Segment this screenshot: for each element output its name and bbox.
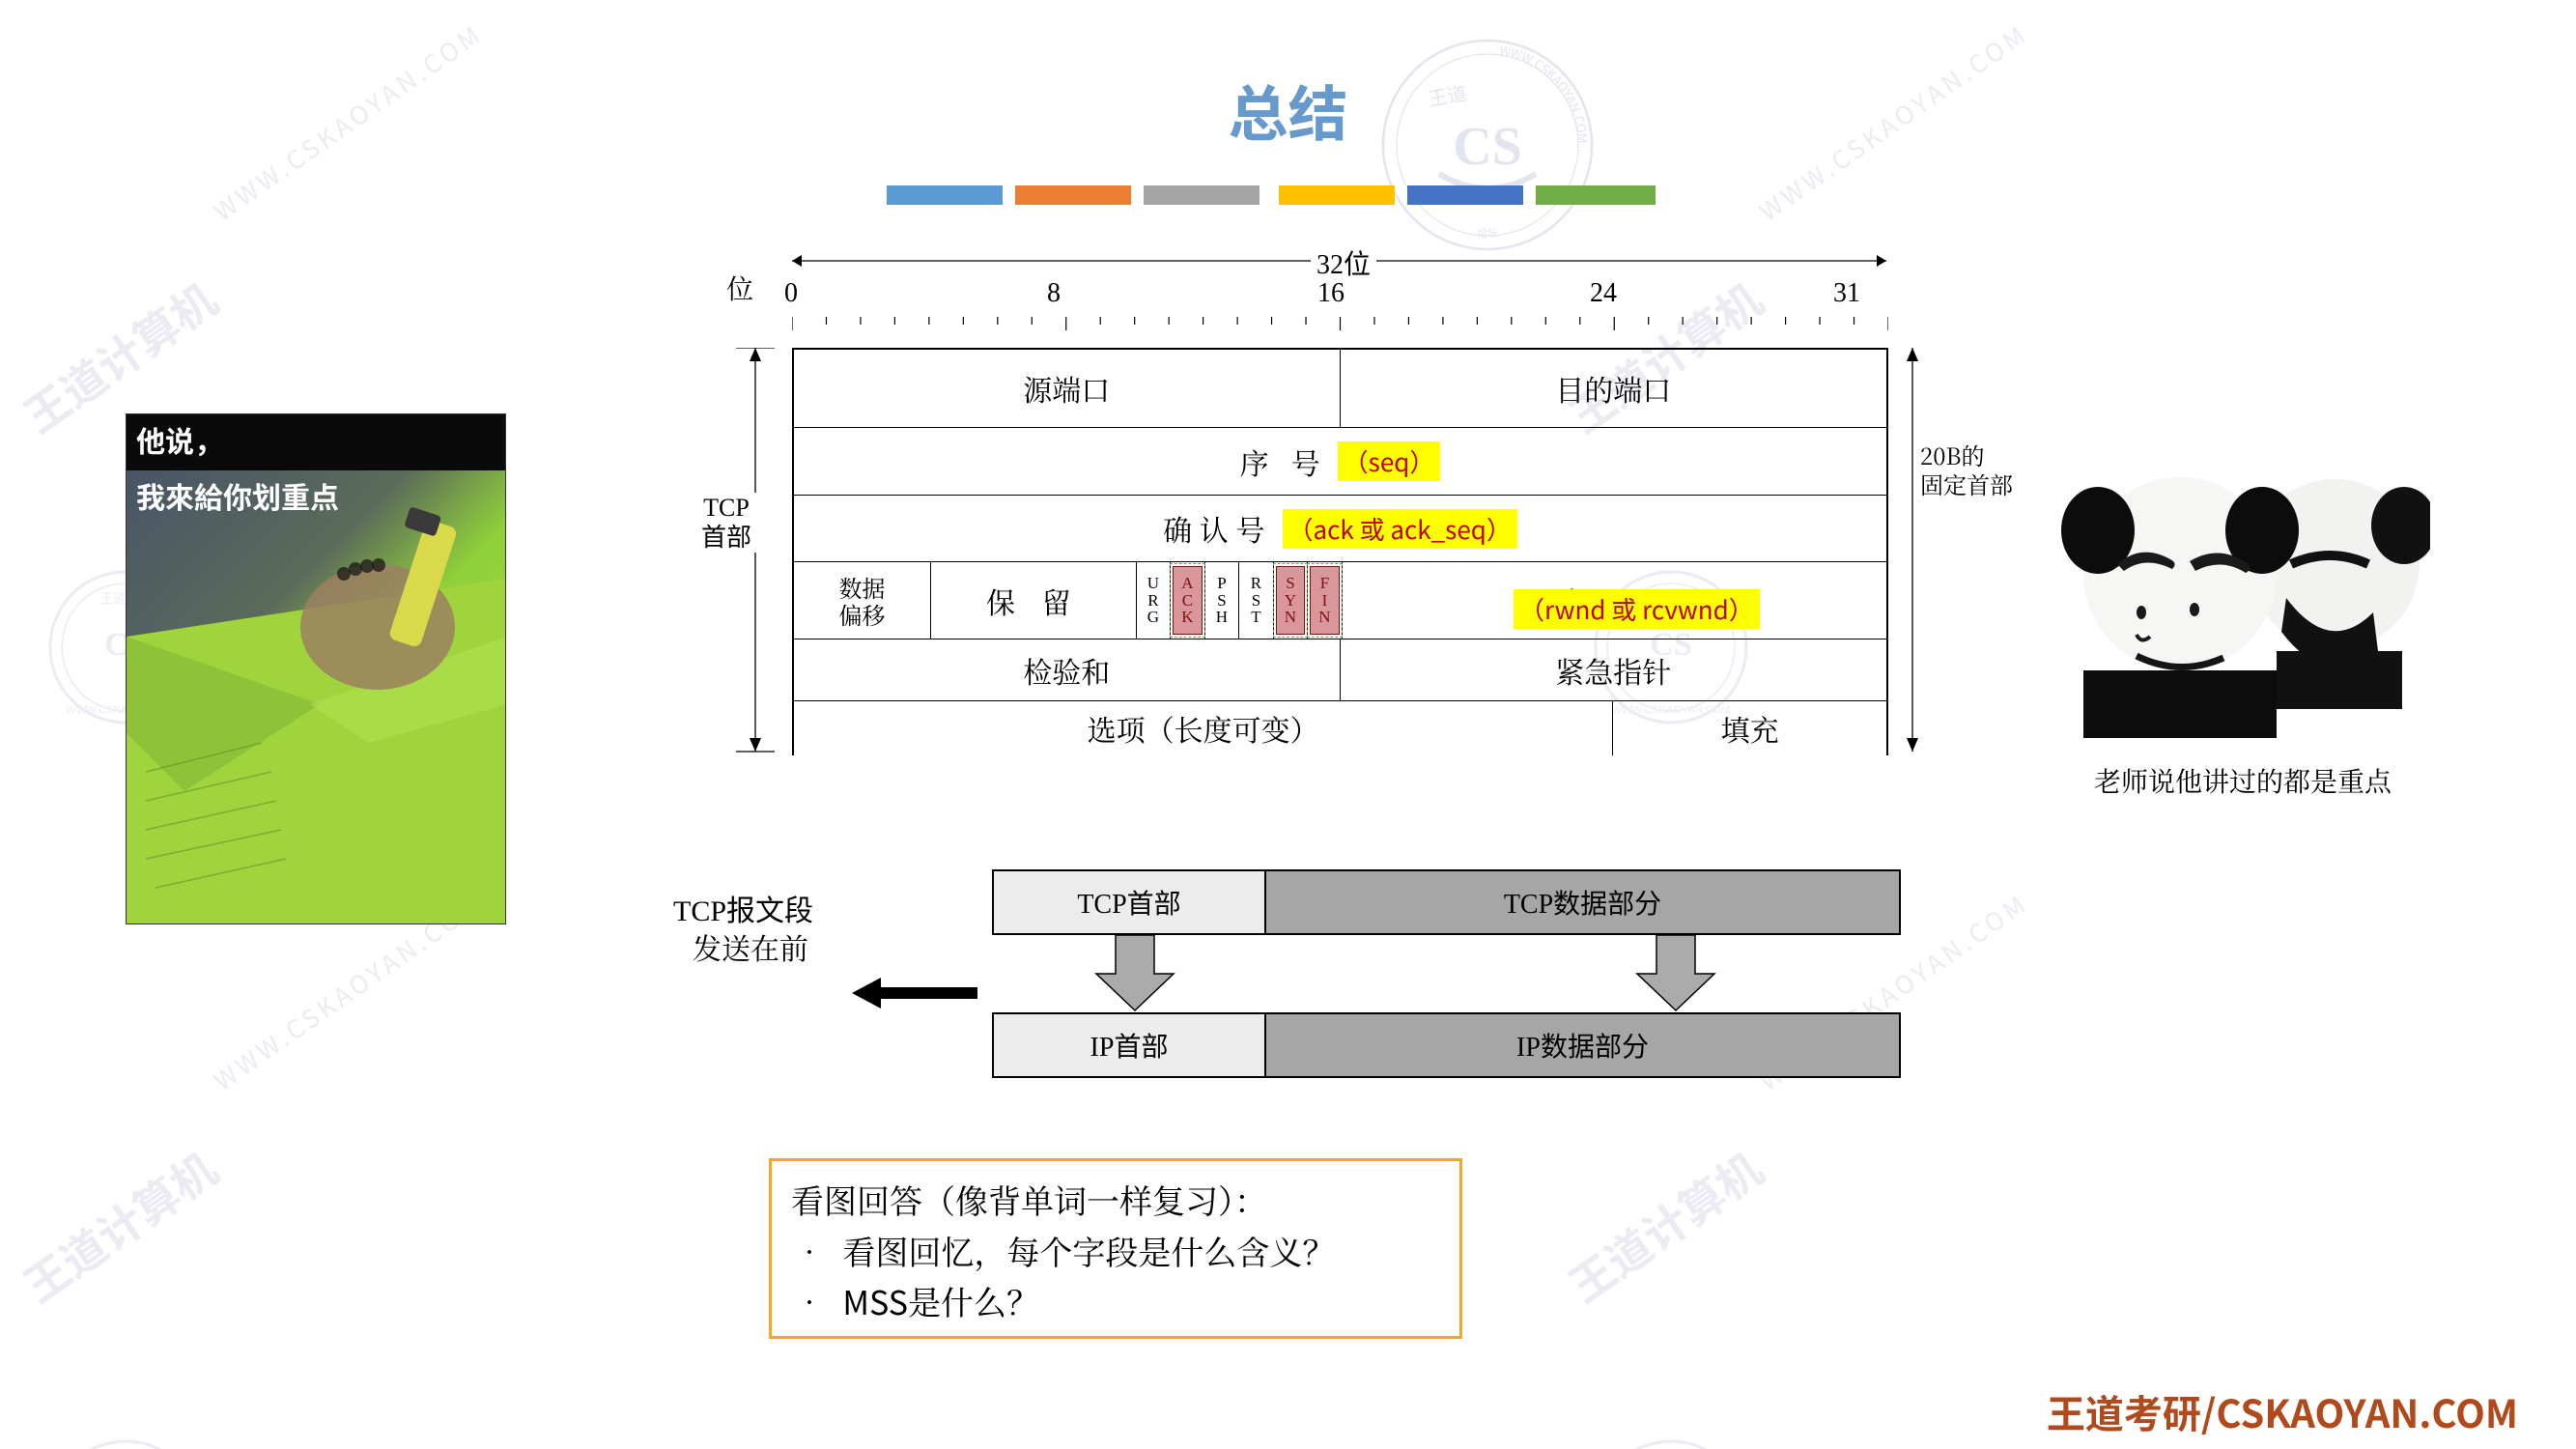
svg-text:论坛: 论坛 bbox=[1477, 225, 1498, 241]
